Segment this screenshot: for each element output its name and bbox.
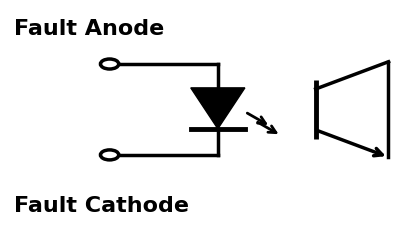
Text: Fault Cathode: Fault Cathode: [14, 195, 189, 215]
Circle shape: [101, 60, 119, 70]
Text: Fault Anode: Fault Anode: [14, 19, 164, 38]
Polygon shape: [191, 88, 245, 129]
Circle shape: [101, 150, 119, 160]
